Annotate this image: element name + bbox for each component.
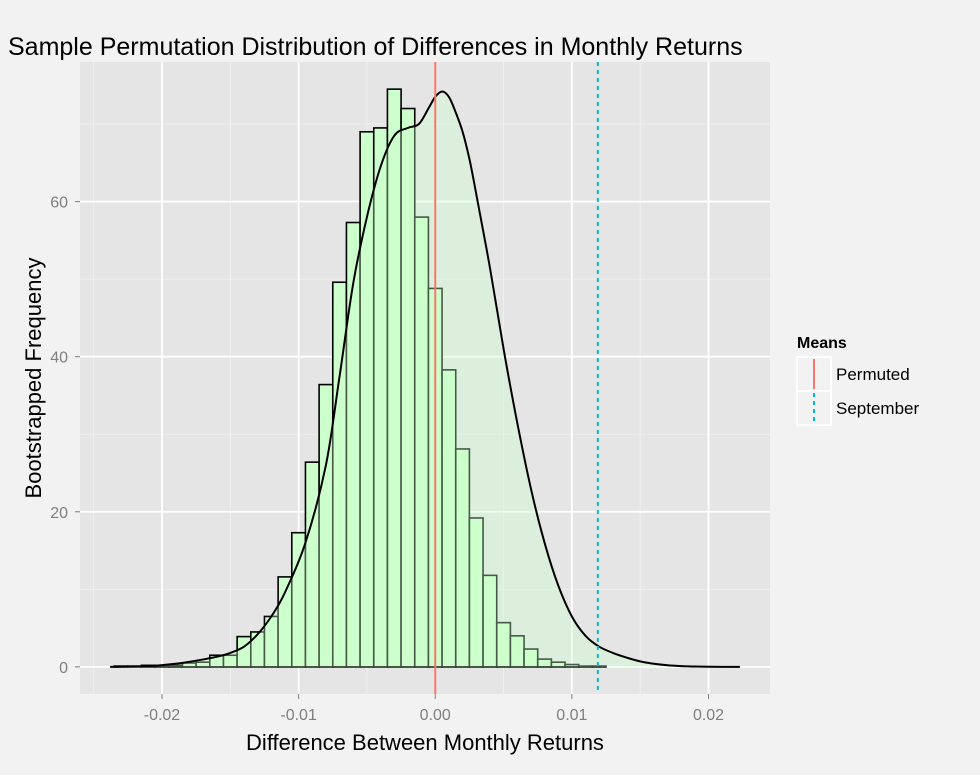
legend-label: Permuted bbox=[836, 365, 910, 384]
histogram-bar bbox=[591, 665, 607, 668]
x-tick-label: 0.02 bbox=[693, 707, 724, 724]
x-tick-label: 0.01 bbox=[556, 707, 587, 724]
chart-title: Sample Permutation Distribution of Diffe… bbox=[8, 33, 743, 61]
x-axis-label: Difference Between Monthly Returns bbox=[246, 730, 604, 755]
mean-lines bbox=[434, 62, 599, 694]
legend-title: Means bbox=[797, 335, 847, 352]
y-tick-label: 60 bbox=[50, 195, 68, 212]
y-tick-label: 0 bbox=[59, 660, 68, 677]
y-axis-label: Bootstrapped Frequency bbox=[21, 258, 46, 499]
histogram-bar bbox=[482, 574, 498, 668]
density-area bbox=[110, 91, 740, 667]
x-tick-label: -0.02 bbox=[144, 707, 181, 724]
x-axis: -0.02 -0.01 0.00 0.01 0.02 bbox=[144, 694, 724, 724]
x-tick-label: 0.00 bbox=[420, 707, 451, 724]
density-curve-group bbox=[110, 90, 740, 668]
legend: Means Permuted September bbox=[796, 335, 919, 426]
histogram-bars bbox=[113, 88, 607, 668]
y-axis: 0 20 40 60 bbox=[50, 195, 80, 677]
y-tick-label: 20 bbox=[50, 505, 68, 522]
histogram-bar bbox=[523, 648, 539, 668]
density-curve bbox=[110, 90, 740, 668]
x-tick-label: -0.01 bbox=[280, 707, 317, 724]
legend-label: September bbox=[836, 399, 919, 418]
y-tick-label: 40 bbox=[50, 350, 68, 367]
